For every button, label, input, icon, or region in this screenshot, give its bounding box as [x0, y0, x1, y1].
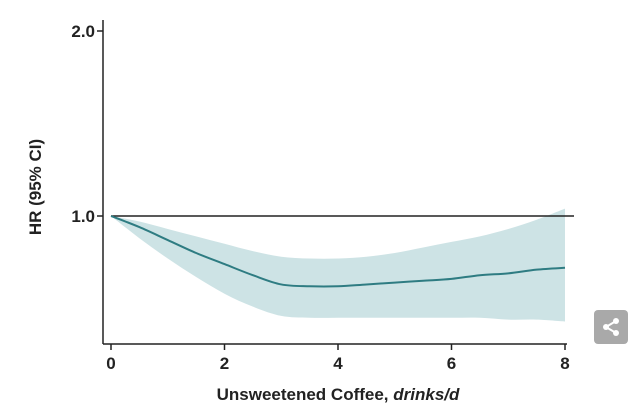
x-tick-label-3: 6 [447, 354, 456, 373]
hr-line-0 [110, 215, 566, 288]
x-tick-label-0: 0 [106, 354, 115, 373]
x-tick-label-4: 8 [560, 354, 569, 373]
x-axis-title: Unsweetened Coffee, drinks/d [217, 385, 460, 404]
share-button[interactable] [594, 310, 628, 344]
x-tick-label-2: 4 [333, 354, 343, 373]
y-tick-label-0: 1.0 [71, 207, 95, 226]
y-tick-label-1: 2.0 [71, 22, 95, 41]
confidence-band-0 [111, 208, 565, 322]
share-icon [603, 318, 619, 336]
x-tick-label-1: 2 [220, 354, 229, 373]
y-axis-title: HR (95% CI) [26, 139, 45, 235]
